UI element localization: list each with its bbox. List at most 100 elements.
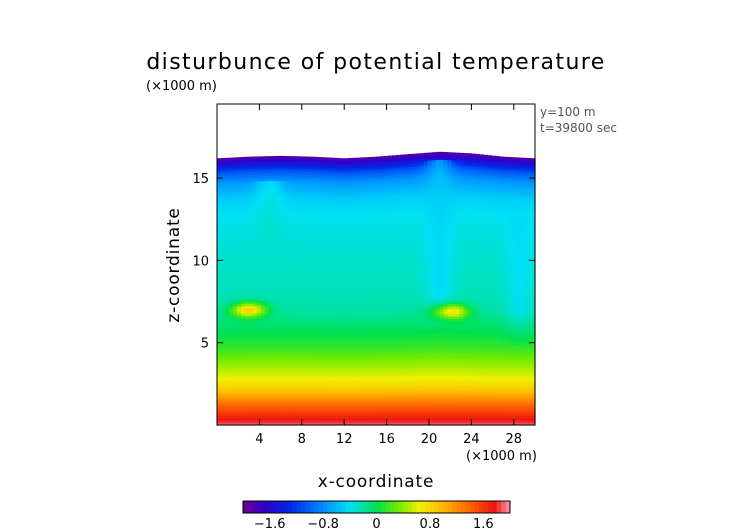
heatmap-cell (391, 221, 397, 225)
heatmap-cell (252, 388, 258, 392)
heatmap-cell (344, 201, 349, 205)
heatmap-cell (280, 383, 286, 387)
heatmap-cell (336, 240, 341, 244)
heatmap-cell (340, 325, 345, 329)
heatmap-cell (312, 288, 317, 292)
heatmap-cell (356, 359, 361, 363)
heatmap-cell (224, 162, 230, 166)
heatmap-cell (328, 412, 333, 416)
heatmap-cell (308, 227, 313, 231)
heatmap-cell (292, 236, 298, 240)
heatmap-cell (252, 363, 258, 368)
heatmap-cell (364, 354, 369, 358)
heatmap-cell (284, 407, 290, 411)
heatmap-cell (304, 371, 310, 375)
heatmap-cell (288, 173, 294, 177)
heatmap-cell (352, 189, 357, 193)
heatmap-cell (324, 218, 329, 222)
heatmap-cell (391, 412, 397, 416)
heatmap-cell (252, 376, 258, 380)
heatmap-cell (383, 385, 389, 389)
heatmap-cell (252, 351, 258, 355)
heatmap-cell (260, 332, 266, 336)
heatmap-cell (387, 410, 393, 414)
heatmap-cell (364, 383, 369, 387)
heatmap-cell (288, 383, 294, 387)
heatmap-cell (308, 356, 313, 360)
heatmap-cell (356, 422, 361, 426)
heatmap-cell (360, 279, 365, 283)
heatmap-cell (336, 420, 341, 424)
heatmap-cell (387, 398, 393, 402)
heatmap-cell (244, 181, 250, 185)
heatmap-cell (308, 405, 313, 409)
heatmap-cell (264, 334, 270, 338)
heatmap-cell (256, 339, 262, 343)
heatmap-cell (356, 162, 361, 166)
heatmap-cell (387, 158, 393, 162)
heatmap-cell (360, 383, 365, 387)
heatmap-cell (395, 390, 401, 394)
heatmap-cell (376, 283, 381, 287)
heatmap-cell (240, 415, 246, 419)
heatmap-cell (383, 197, 389, 201)
heatmap-cell (328, 228, 333, 232)
heatmap-cell (308, 376, 313, 380)
heatmap-cell (364, 215, 369, 219)
heatmap-cell (224, 322, 230, 327)
heatmap-cell (244, 320, 250, 324)
heatmap-cell (348, 201, 353, 205)
heatmap-cell (284, 195, 290, 199)
heatmap-cell (276, 170, 282, 174)
heatmap-cell (324, 369, 329, 373)
heatmap-cell (368, 410, 373, 414)
heatmap-cell (228, 318, 234, 322)
heatmap-cell (236, 337, 242, 341)
heatmap-cell (348, 252, 353, 256)
heatmap-cell (312, 315, 317, 319)
heatmap-cell (383, 224, 389, 228)
heatmap-cell (244, 300, 250, 304)
heatmap-cell (391, 407, 397, 411)
heatmap-cell (376, 327, 381, 331)
heatmap-cell (304, 259, 310, 263)
heatmap-cell (364, 213, 369, 217)
heatmap-cell (268, 310, 274, 314)
heatmap-cell (316, 410, 321, 414)
heatmap-cell (288, 244, 294, 248)
heatmap-cell (352, 225, 357, 229)
heatmap-cell (248, 207, 254, 211)
heatmap-cell (328, 305, 333, 309)
heatmap-cell (248, 337, 254, 341)
heatmap-cell (217, 277, 222, 281)
heatmap-cell (260, 236, 266, 240)
heatmap-cell (256, 337, 262, 341)
heatmap-cell (272, 214, 278, 218)
heatmap-cell (256, 412, 262, 416)
heatmap-cell (360, 281, 365, 285)
heatmap-cell (360, 330, 365, 334)
heatmap-cell (316, 420, 321, 424)
heatmap-cell (300, 307, 306, 311)
heatmap-cell (332, 313, 337, 317)
heatmap-cell (280, 400, 286, 404)
heatmap-cell (256, 224, 262, 228)
heatmap-cell (276, 354, 282, 358)
heatmap-cell (344, 383, 349, 387)
heatmap-cell (368, 420, 373, 424)
heatmap-cell (288, 398, 294, 402)
heatmap-cell (280, 422, 286, 426)
heatmap-cell (232, 378, 238, 382)
heatmap-cell (320, 271, 325, 275)
heatmap-cell (220, 386, 226, 390)
heatmap-cell (383, 329, 389, 333)
heatmap-cell (240, 195, 246, 200)
heatmap-cell (316, 227, 321, 231)
heatmap-cell (387, 224, 393, 228)
heatmap-cell (228, 288, 234, 292)
heatmap-cell (364, 288, 369, 292)
heatmap-cell (308, 249, 313, 253)
heatmap-cell (256, 266, 262, 270)
heatmap-cell (332, 201, 337, 205)
heatmap-cell (387, 243, 393, 247)
